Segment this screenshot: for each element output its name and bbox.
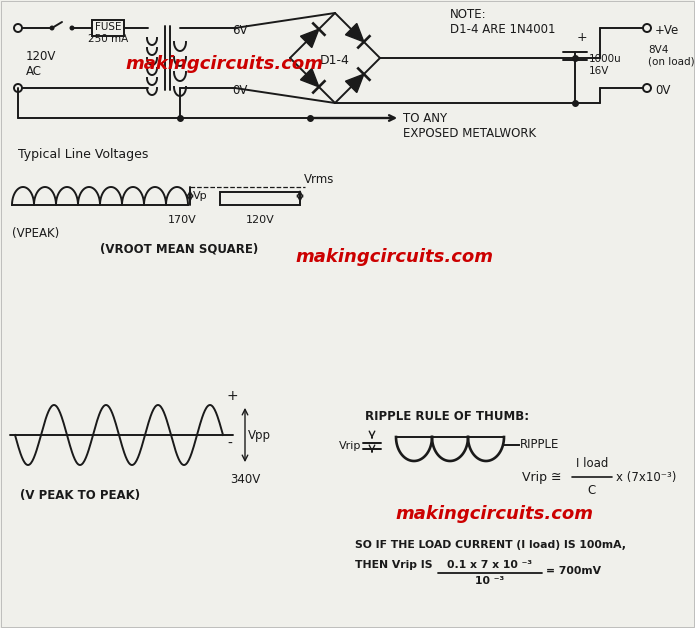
Text: Vrms: Vrms	[304, 173, 334, 186]
FancyBboxPatch shape	[92, 20, 124, 36]
Text: makingcircuits.com: makingcircuits.com	[395, 505, 593, 523]
Text: 8V4
(on load): 8V4 (on load)	[648, 45, 694, 67]
Text: RIPPLE: RIPPLE	[520, 438, 559, 452]
Text: 0V: 0V	[655, 84, 671, 97]
Text: Typical Line Voltages: Typical Line Voltages	[18, 148, 148, 161]
Text: +: +	[577, 31, 588, 44]
Text: THEN Vrip IS: THEN Vrip IS	[355, 560, 432, 570]
Text: (VROOT MEAN SQUARE): (VROOT MEAN SQUARE)	[100, 243, 259, 256]
Text: 0V: 0V	[232, 84, 247, 97]
Text: SO IF THE LOAD CURRENT (I load) IS 100mA,: SO IF THE LOAD CURRENT (I load) IS 100mA…	[355, 540, 626, 550]
Text: -: -	[227, 437, 232, 451]
Text: 340V: 340V	[230, 473, 260, 486]
Polygon shape	[300, 29, 319, 48]
Text: 1000u
16V: 1000u 16V	[589, 54, 622, 75]
Text: Vrip: Vrip	[338, 441, 361, 451]
Text: Vp: Vp	[193, 191, 208, 201]
Text: NOTE:
D1-4 ARE 1N4001: NOTE: D1-4 ARE 1N4001	[450, 8, 555, 36]
Text: makingcircuits.com: makingcircuits.com	[125, 55, 323, 73]
Circle shape	[70, 26, 74, 31]
Polygon shape	[345, 23, 364, 42]
Circle shape	[49, 26, 54, 31]
Bar	[220, 192, 300, 205]
Text: 6V: 6V	[232, 24, 247, 37]
Text: makingcircuits.com: makingcircuits.com	[295, 248, 493, 266]
Text: +Ve: +Ve	[655, 24, 679, 37]
Text: x (7x10⁻³): x (7x10⁻³)	[616, 470, 676, 484]
Text: +: +	[227, 389, 238, 403]
Text: 120V: 120V	[245, 215, 275, 225]
Text: Vpp: Vpp	[248, 428, 271, 441]
Text: C: C	[588, 484, 596, 497]
Text: (V PEAK TO PEAK): (V PEAK TO PEAK)	[20, 489, 140, 502]
Text: TO ANY
EXPOSED METALWORK: TO ANY EXPOSED METALWORK	[403, 112, 536, 140]
Text: 10 ⁻³: 10 ⁻³	[475, 576, 505, 586]
Text: 170V: 170V	[167, 215, 197, 225]
Text: 0.1 x 7 x 10 ⁻³: 0.1 x 7 x 10 ⁻³	[448, 560, 532, 570]
Polygon shape	[300, 68, 319, 87]
Text: D1-4: D1-4	[320, 53, 350, 67]
Text: = 700mV: = 700mV	[546, 566, 601, 576]
Text: 120V
AC: 120V AC	[26, 50, 56, 78]
Text: I load: I load	[576, 457, 608, 470]
Text: FUSE
250 mA: FUSE 250 mA	[88, 22, 128, 43]
Text: Vrip ≅: Vrip ≅	[522, 470, 562, 484]
Text: RIPPLE RULE OF THUMB:: RIPPLE RULE OF THUMB:	[365, 410, 529, 423]
Text: (VPEAK): (VPEAK)	[12, 227, 59, 240]
Polygon shape	[345, 74, 364, 92]
